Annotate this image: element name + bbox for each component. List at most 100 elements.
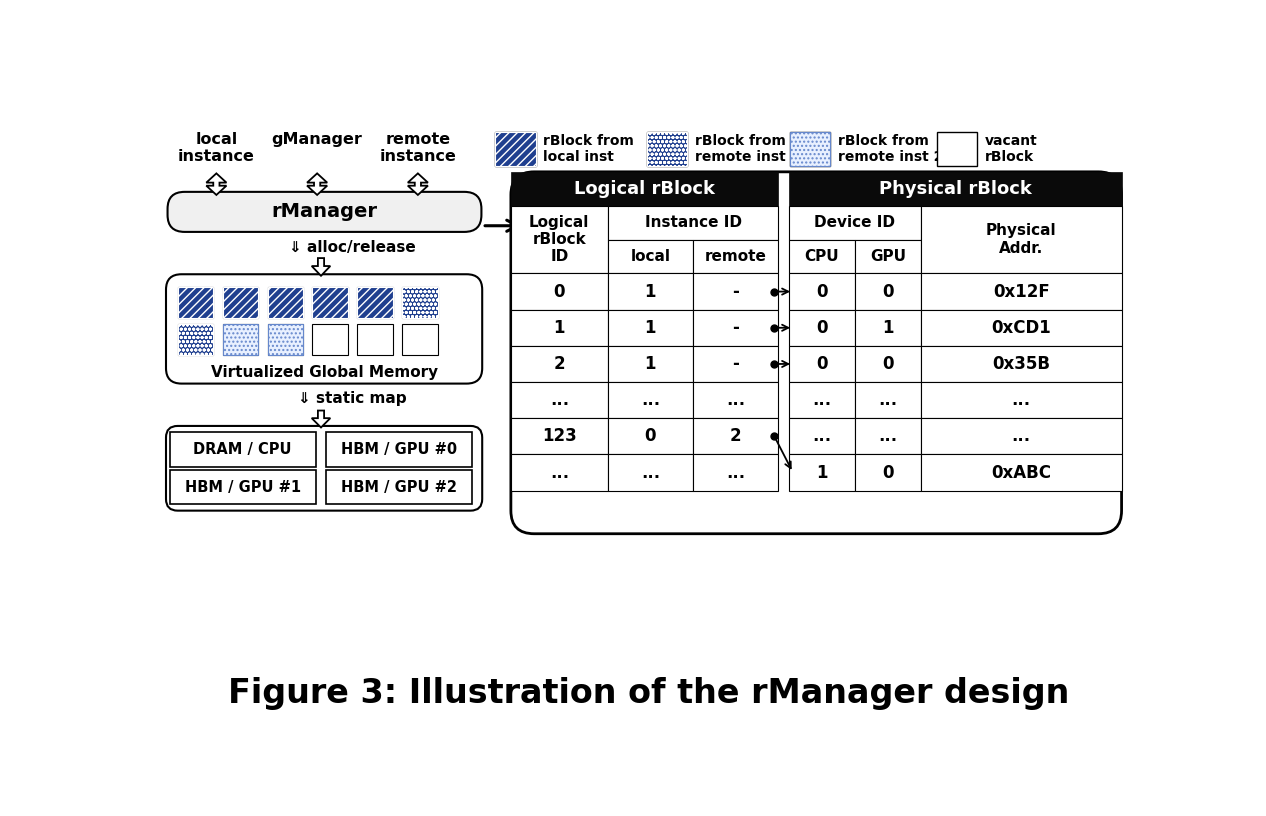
Text: Instance ID: Instance ID [644, 215, 742, 230]
Bar [495, 132, 536, 166]
Bar [608, 240, 693, 273]
Bar [403, 287, 438, 318]
Bar [313, 287, 348, 318]
Bar [920, 382, 1122, 419]
Text: 123: 123 [542, 428, 577, 446]
Bar [693, 273, 779, 309]
Bar [223, 287, 258, 318]
Bar [327, 470, 472, 504]
Text: ...: ... [727, 463, 746, 481]
Text: 1: 1 [817, 463, 828, 481]
Text: HBM / GPU #1: HBM / GPU #1 [185, 480, 301, 494]
Bar [267, 287, 303, 318]
Text: remote: remote [705, 249, 766, 264]
Text: 0: 0 [882, 282, 894, 300]
Text: -: - [732, 282, 739, 300]
Bar [693, 419, 779, 455]
Text: rBlock from
remote inst 1: rBlock from remote inst 1 [695, 134, 800, 164]
Text: ...: ... [641, 391, 660, 409]
Bar [223, 324, 258, 355]
Bar [693, 309, 779, 346]
Bar [647, 132, 686, 166]
Text: 0: 0 [644, 428, 656, 446]
Bar [789, 455, 855, 490]
Bar [937, 132, 977, 166]
Bar [357, 324, 392, 355]
Polygon shape [311, 258, 330, 276]
Bar [920, 455, 1122, 490]
Bar [920, 273, 1122, 309]
Text: -: - [732, 355, 739, 373]
Bar [170, 432, 315, 467]
Text: rManager: rManager [271, 202, 377, 221]
Text: 1: 1 [553, 319, 565, 337]
Bar [511, 309, 608, 346]
Bar [855, 455, 920, 490]
Bar [855, 309, 920, 346]
Text: Device ID: Device ID [814, 215, 895, 230]
Bar [511, 382, 608, 419]
Bar [920, 206, 1122, 273]
Text: ...: ... [1012, 428, 1031, 446]
Text: 0: 0 [817, 319, 828, 337]
Bar [511, 206, 608, 273]
Text: ...: ... [879, 428, 898, 446]
Bar [855, 273, 920, 309]
Bar [790, 132, 830, 166]
Text: HBM / GPU #2: HBM / GPU #2 [342, 480, 457, 494]
Bar [267, 287, 303, 318]
Text: ⇓ static map: ⇓ static map [298, 392, 406, 406]
Text: 2: 2 [729, 428, 742, 446]
Bar [608, 346, 693, 382]
Text: ...: ... [813, 428, 832, 446]
Text: ⇓ alloc/release: ⇓ alloc/release [289, 240, 415, 255]
Text: Logical
rBlock
ID: Logical rBlock ID [529, 215, 590, 264]
Bar [223, 287, 258, 318]
Text: 1: 1 [644, 355, 656, 373]
Bar [608, 455, 693, 490]
Bar [511, 172, 779, 206]
Text: Figure 3: Illustration of the rManager design: Figure 3: Illustration of the rManager d… [228, 677, 1070, 711]
Bar [789, 419, 855, 455]
Bar [608, 273, 693, 309]
Text: 1: 1 [882, 319, 894, 337]
Polygon shape [206, 173, 227, 195]
Bar [789, 240, 855, 273]
Bar [511, 346, 608, 382]
Bar [855, 346, 920, 382]
Text: local: local [630, 249, 671, 264]
Bar [920, 346, 1122, 382]
Text: 1: 1 [644, 319, 656, 337]
Bar [177, 324, 213, 355]
FancyBboxPatch shape [511, 172, 1122, 534]
Text: ...: ... [879, 391, 898, 409]
Polygon shape [311, 410, 330, 428]
Text: Physical rBlock: Physical rBlock [879, 180, 1032, 197]
Text: HBM / GPU #0: HBM / GPU #0 [342, 442, 457, 457]
Bar [920, 309, 1122, 346]
Text: ...: ... [549, 391, 568, 409]
Text: rBlock from
local inst: rBlock from local inst [543, 134, 634, 164]
FancyBboxPatch shape [166, 274, 482, 384]
Bar [693, 382, 779, 419]
Text: 2: 2 [553, 355, 565, 373]
Bar [855, 240, 920, 273]
Bar [693, 455, 779, 490]
FancyBboxPatch shape [167, 192, 481, 232]
Bar [693, 346, 779, 382]
Bar [920, 419, 1122, 455]
Bar [608, 419, 693, 455]
Bar [789, 309, 855, 346]
Polygon shape [308, 173, 327, 195]
Bar [177, 287, 213, 318]
Bar [223, 324, 258, 355]
Text: 0xCD1: 0xCD1 [991, 319, 1051, 337]
Text: ...: ... [641, 463, 660, 481]
Bar [170, 470, 315, 504]
Bar [267, 324, 303, 355]
Text: local
instance: local instance [179, 132, 254, 164]
Bar [790, 132, 830, 166]
Text: remote
instance: remote instance [380, 132, 456, 164]
Bar [647, 132, 686, 166]
Bar [855, 419, 920, 455]
